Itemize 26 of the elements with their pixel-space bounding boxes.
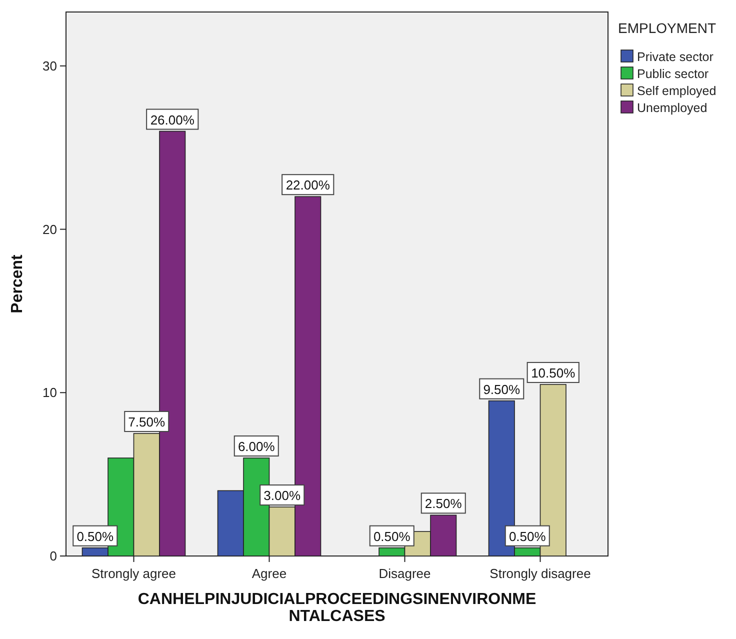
y-tick-label: 10 xyxy=(42,385,57,400)
y-tick-label: 20 xyxy=(42,222,57,237)
legend-label: Private sector xyxy=(637,50,714,64)
data-label: 22.00% xyxy=(286,178,330,193)
data-label: 26.00% xyxy=(150,112,195,128)
x-axis-title: CANHELPINJUDICIALPROCEEDINGSINENVIRONMENTALCASES xyxy=(138,591,536,625)
data-label: 9.50% xyxy=(483,382,520,397)
legend-label: Self employed xyxy=(637,84,716,98)
legend-label: Public sector xyxy=(637,67,709,81)
data-label: 3.00% xyxy=(264,488,301,503)
x-tick-label: Strongly disagree xyxy=(490,566,591,581)
x-tick-label: Agree xyxy=(252,566,287,581)
legend-label: Unemployed xyxy=(637,101,708,115)
data-label: 0.50% xyxy=(76,528,114,544)
y-tick-label: 30 xyxy=(42,58,57,74)
data-label: 10.50% xyxy=(531,365,576,380)
x-tick-label: Disagree xyxy=(378,566,431,581)
legend-title: EMPLOYMENT xyxy=(618,20,716,36)
data-label: 0.50% xyxy=(373,528,411,544)
x-tick-label: Strongly agree xyxy=(91,566,176,581)
data-label: 6.00% xyxy=(238,438,276,454)
data-label: 0.50% xyxy=(508,528,546,544)
y-axis-title: Percent xyxy=(9,254,26,314)
y-tick-label: 0 xyxy=(50,548,57,564)
data-label: 2.50% xyxy=(424,496,462,512)
data-label: 7.50% xyxy=(128,414,166,430)
